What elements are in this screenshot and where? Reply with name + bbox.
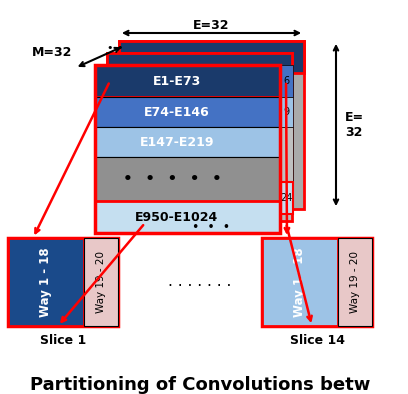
Bar (95, 157, 280, 201)
Bar (95, 65, 280, 97)
Bar (280, 127, 293, 182)
Bar (107, 53, 292, 221)
Bar (8, 238, 84, 326)
Text: Partitioning of Convolutions betw: Partitioning of Convolutions betw (30, 376, 370, 394)
Text: Slice 1: Slice 1 (40, 333, 86, 346)
Bar (8, 238, 118, 326)
Bar (119, 41, 304, 209)
Bar (262, 238, 372, 326)
Bar (280, 97, 293, 127)
Bar (262, 238, 338, 326)
Bar (84, 238, 118, 326)
Text: E=
32: E= 32 (344, 111, 364, 139)
Bar (95, 65, 280, 233)
Text: E=32: E=32 (193, 19, 229, 32)
Bar (280, 182, 293, 214)
Text: 6: 6 (283, 76, 289, 86)
Text: Way 19 - 20: Way 19 - 20 (96, 251, 106, 313)
Text: • •: • • (107, 43, 123, 53)
Text: . . . . . . .: . . . . . . . (169, 275, 232, 290)
Text: Way 1 - 18: Way 1 - 18 (293, 247, 306, 317)
Text: E147-E219: E147-E219 (140, 136, 214, 149)
Text: M=32: M=32 (32, 45, 72, 58)
Text: E950-E1024: E950-E1024 (135, 210, 219, 223)
Text: •  •  •: • • • (192, 221, 230, 234)
Text: 9: 9 (283, 107, 289, 117)
Bar (119, 41, 304, 73)
Bar (95, 127, 280, 157)
Bar (95, 97, 280, 127)
Bar (338, 238, 372, 326)
Bar (95, 201, 280, 233)
Text: •  •  •  •  •: • • • • • (111, 170, 233, 188)
Text: Slice 14: Slice 14 (290, 333, 344, 346)
Text: 24: 24 (280, 193, 292, 203)
Text: Way 19 - 20: Way 19 - 20 (350, 251, 360, 313)
Text: E1-E73: E1-E73 (187, 50, 235, 63)
Bar (280, 65, 293, 97)
Bar (107, 53, 292, 85)
Text: E74-E146: E74-E146 (144, 106, 210, 119)
Text: Way 1 - 18: Way 1 - 18 (40, 247, 53, 317)
Text: E1-E73: E1-E73 (153, 74, 201, 87)
